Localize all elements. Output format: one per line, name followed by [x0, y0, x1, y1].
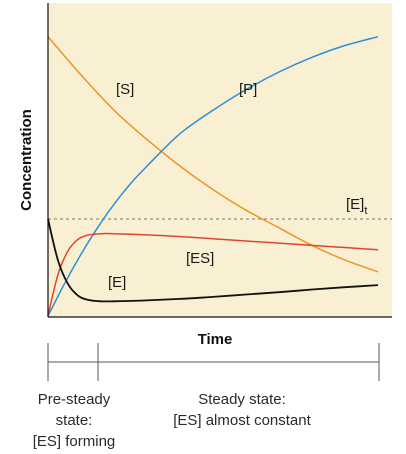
- total-enzyme-label-main: [E]: [346, 196, 364, 213]
- y-axis-title: Concentration: [18, 109, 35, 211]
- series-line-product: [47, 35, 379, 317]
- phase-label-line: state:: [56, 412, 93, 429]
- series-line-free-enzyme: [47, 218, 379, 303]
- plot-background: [48, 3, 392, 317]
- series-label-substrate: [S]: [116, 81, 134, 98]
- series-label-product: [P]: [239, 81, 257, 98]
- phase-timeline: [47, 343, 380, 381]
- axes-layer: [47, 3, 392, 318]
- phase-label-line: Pre-steady: [38, 391, 111, 408]
- total-enzyme-label-subscript: t: [364, 205, 367, 217]
- phase-label-line: [ES] forming: [33, 433, 116, 450]
- phase-label-line: [ES] almost constant: [173, 412, 311, 429]
- series-layer: [47, 35, 379, 317]
- total-enzyme-label: [E]t: [346, 196, 367, 217]
- phase-label-line: Steady state:: [198, 391, 286, 408]
- series-label-enzyme-substrate-complex: [ES]: [186, 250, 214, 267]
- series-line-enzyme-substrate-complex: [47, 232, 379, 317]
- phase-labels: Pre-steady state: [ES] forming Steady state…: [33, 391, 312, 450]
- series-label-free-enzyme: [E]: [108, 274, 126, 291]
- series-line-substrate: [47, 36, 379, 273]
- x-axis-title: Time: [198, 331, 233, 348]
